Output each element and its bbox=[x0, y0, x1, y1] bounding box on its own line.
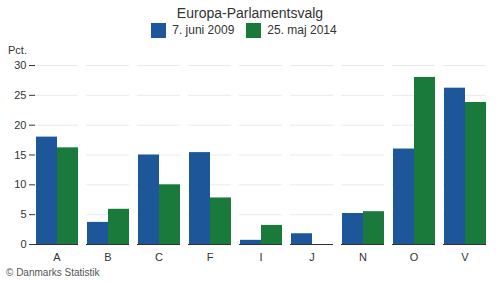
svg-text:5: 5 bbox=[20, 208, 26, 220]
svg-text:C: C bbox=[155, 251, 163, 263]
svg-text:A: A bbox=[53, 251, 61, 263]
svg-text:20: 20 bbox=[14, 119, 26, 131]
svg-text:0: 0 bbox=[20, 238, 26, 250]
svg-text:J: J bbox=[309, 251, 315, 263]
html-text:© Danmarks Statistik: © Danmarks Statistik bbox=[6, 267, 100, 278]
svg-text:V: V bbox=[461, 251, 469, 263]
svg-text:O: O bbox=[410, 251, 419, 263]
svg-text:10: 10 bbox=[14, 178, 26, 190]
html-text:Pct.: Pct. bbox=[8, 44, 27, 56]
html-text:Europa-Parlamentsvalg: Europa-Parlamentsvalg bbox=[176, 5, 324, 21]
html-text:25. maj 2014: 25. maj 2014 bbox=[267, 23, 337, 37]
svg-text:25: 25 bbox=[14, 89, 26, 101]
svg-text:B: B bbox=[104, 251, 111, 263]
svg-text:F: F bbox=[207, 251, 214, 263]
html-text:7. juni 2009: 7. juni 2009 bbox=[172, 23, 235, 37]
svg-text:15: 15 bbox=[14, 149, 26, 161]
svg-text:I: I bbox=[259, 251, 262, 263]
svg-text:30: 30 bbox=[14, 59, 26, 71]
svg-text:N: N bbox=[359, 251, 367, 263]
